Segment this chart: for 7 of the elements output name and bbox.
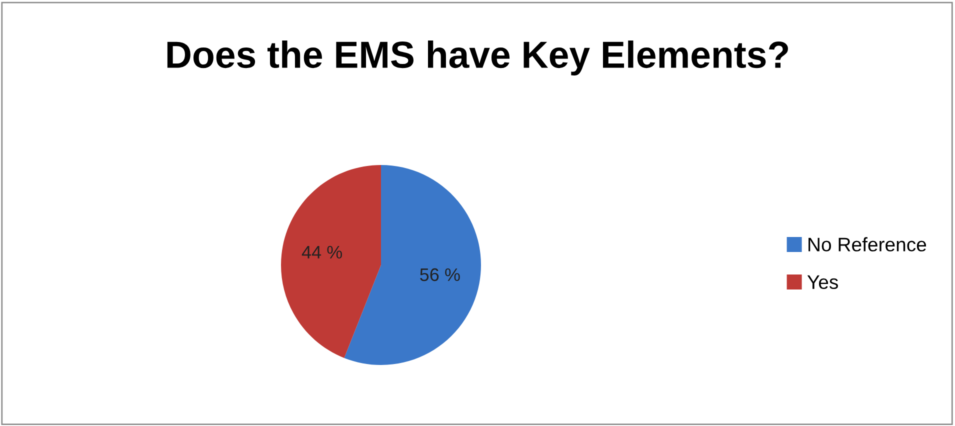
- pie-slice: [281, 165, 381, 358]
- data-label: 44 %: [302, 246, 342, 259]
- data-label: 56 %: [420, 268, 460, 282]
- chart-title: Does the EMS have Key Elements?: [167, 40, 788, 76]
- legend-label: No Reference: [808, 237, 926, 252]
- legend-label: Yes: [807, 275, 838, 290]
- pie-slice: [344, 165, 481, 365]
